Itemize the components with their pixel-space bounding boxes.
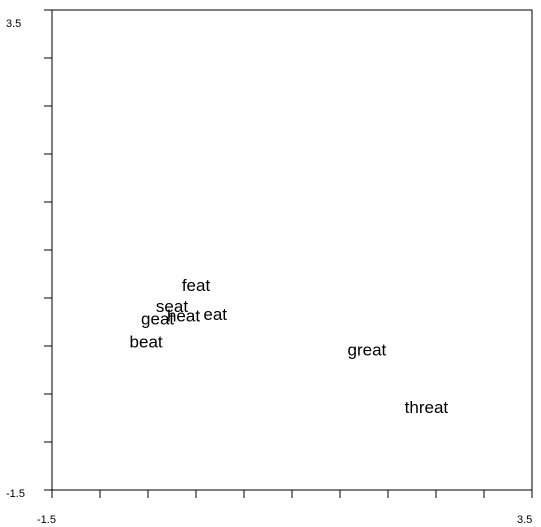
point-label-heat: heat: [167, 307, 200, 326]
point-label-eat: eat: [203, 305, 227, 324]
point-label-great: great: [348, 340, 387, 359]
x-tick-label-left: -1.5: [37, 514, 56, 526]
y-tick-label-top: 3.5: [6, 18, 21, 30]
point-label-geat: geat: [141, 310, 174, 329]
point-label-seat: seat: [156, 297, 188, 316]
x-tick-label-right: 3.5: [517, 514, 532, 526]
y-tick-label-bottom: -1.5: [6, 488, 25, 500]
ticks: [44, 9, 533, 498]
point-label-beat: beat: [130, 333, 163, 352]
point-label-feat: feat: [182, 276, 211, 295]
plot-frame: [51, 9, 533, 491]
point-label-threat: threat: [405, 398, 449, 417]
